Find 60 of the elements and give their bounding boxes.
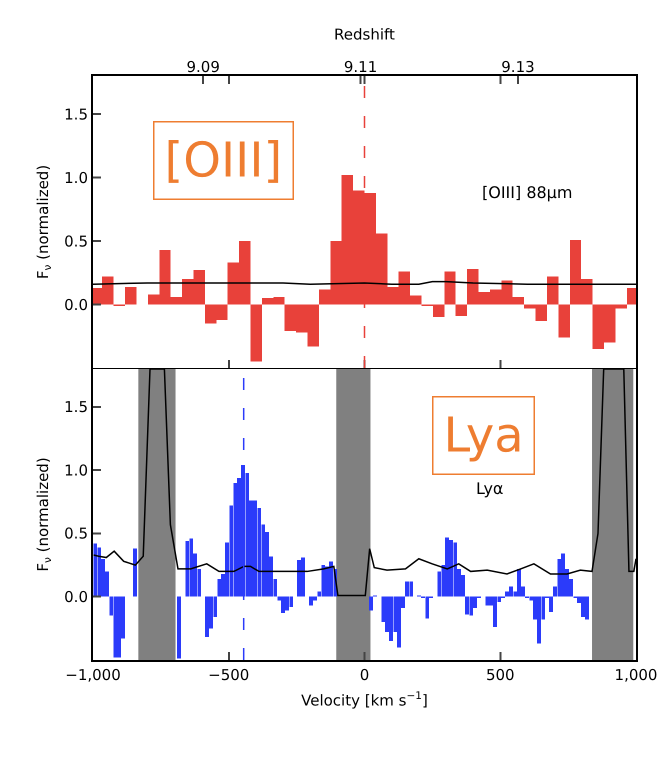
bar [369, 596, 373, 611]
bar [485, 596, 490, 606]
bar [117, 596, 121, 658]
bar [285, 596, 290, 611]
bar [456, 304, 468, 316]
bar [289, 596, 294, 607]
bar [133, 548, 137, 597]
y-tick-label: 0.0 [64, 296, 88, 314]
bar [549, 596, 553, 612]
y-tick-label: 1.0 [64, 168, 88, 187]
bar [581, 596, 585, 617]
bar [309, 596, 313, 606]
annotation: [OIII] [164, 132, 282, 188]
bar [469, 596, 474, 616]
bar [537, 596, 541, 644]
x-axis-title: Velocity [km s$^{−1}$] [301, 690, 428, 710]
bar [546, 276, 558, 305]
bar [493, 596, 497, 628]
bar [558, 304, 570, 338]
bar [445, 537, 449, 597]
bar [509, 586, 514, 597]
bar [444, 272, 456, 305]
x2-axis-title: Redshift [334, 25, 396, 44]
x-tick-label: 1,000 [614, 666, 658, 684]
x-tick-label: −500 [208, 666, 250, 684]
bar [205, 596, 209, 638]
bar [177, 596, 181, 659]
y-tick-label: 1.5 [64, 398, 88, 416]
bar [561, 554, 565, 597]
bar [517, 568, 521, 597]
y-tick-label: 0.0 [64, 588, 88, 606]
annotation: [OIII] 88μm [482, 183, 572, 202]
y-tick-label: 1.5 [64, 105, 88, 124]
bar [425, 596, 430, 618]
bar [125, 286, 136, 305]
bar [409, 582, 414, 597]
x2-tick-label: 9.13 [501, 58, 535, 76]
bar [329, 561, 334, 597]
bar [397, 596, 401, 648]
y-tick-label: 0.5 [64, 232, 88, 250]
bar [301, 558, 306, 597]
x2-tick-label: 9.11 [344, 58, 378, 76]
bar [281, 596, 285, 614]
x-tick-label: −1,000 [65, 666, 121, 684]
bar [405, 582, 410, 597]
bar [449, 540, 454, 597]
y-tick-label: 0.5 [64, 524, 88, 543]
bar [113, 596, 118, 658]
bar [297, 560, 301, 597]
bar [253, 500, 257, 597]
y-tick-label: 1.0 [64, 461, 88, 480]
x-tick-label: 0 [360, 666, 370, 684]
bar [465, 596, 470, 614]
bar [250, 304, 262, 362]
x2-tick-label: 9.09 [186, 58, 220, 76]
bar [389, 596, 394, 642]
x-tick-label: 500 [486, 666, 515, 684]
annotation: Lya [444, 408, 524, 464]
annotation: Lyα [476, 479, 504, 498]
bar [585, 596, 590, 620]
